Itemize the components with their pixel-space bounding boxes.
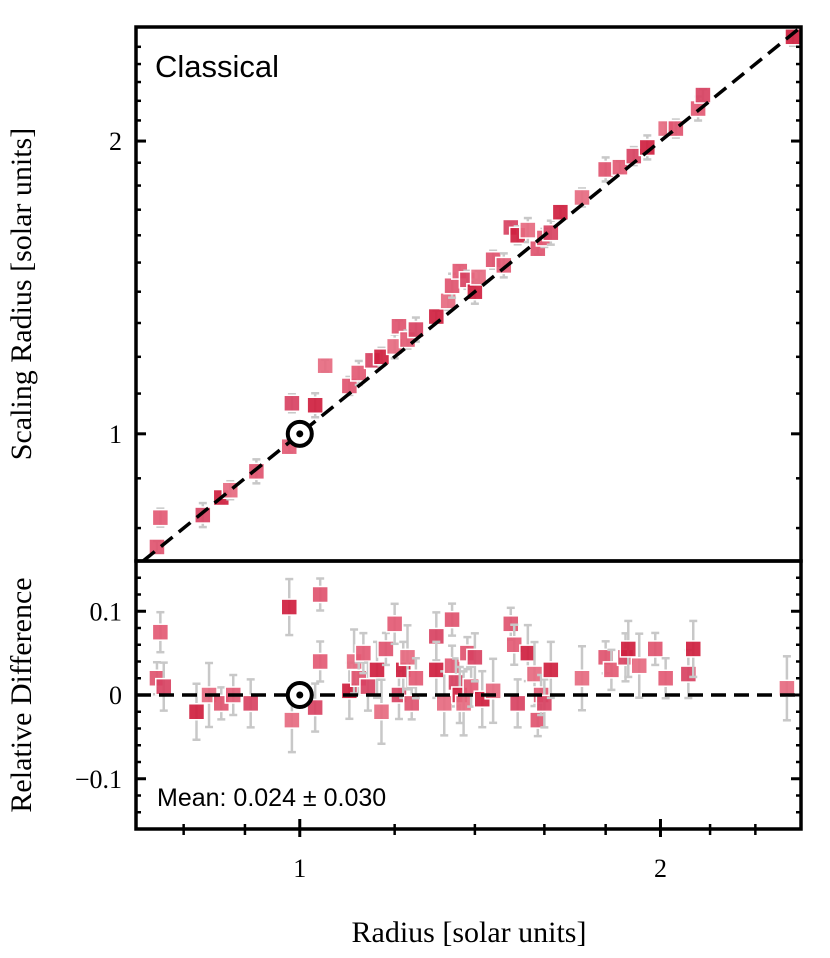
top-reference-line [141, 25, 803, 563]
top-point [316, 356, 334, 375]
bottom-point [372, 678, 391, 745]
bottom-point [778, 655, 796, 722]
top-point [349, 359, 368, 387]
bottom-points [148, 577, 796, 754]
top-point [390, 317, 408, 336]
bottom-point [241, 678, 260, 729]
top-point [306, 391, 324, 419]
bottom-point [508, 678, 527, 729]
bottom-point [466, 632, 484, 683]
x-axis-label: Radius [solar units] [352, 916, 587, 949]
bottom-point [407, 657, 425, 700]
bottom-point [354, 631, 373, 675]
bottom-point [619, 619, 638, 679]
top-point [551, 203, 570, 221]
bottom-point [602, 648, 621, 692]
bottom-point [306, 682, 324, 733]
top-yticks: 12 [109, 127, 801, 449]
top-point [283, 393, 301, 414]
bottom-point [187, 682, 206, 741]
bottom-x-minor-ticks [182, 824, 757, 835]
top-points [148, 26, 802, 556]
bottom-point [443, 602, 461, 637]
bottom-point [377, 631, 395, 667]
bottom-point [535, 678, 554, 729]
bottom-ylabel: Relative Difference [5, 577, 38, 812]
bottom-point [427, 640, 446, 700]
bottom-point [573, 645, 591, 712]
xtick-label: 2 [654, 854, 667, 883]
bottom-point [630, 632, 648, 699]
top-point [340, 375, 359, 397]
top-sun-marker [285, 419, 314, 448]
bottom-point [542, 640, 560, 700]
top-point [519, 216, 537, 244]
bottom-point [646, 631, 665, 667]
top-point [611, 158, 629, 176]
bottom-point [385, 602, 404, 646]
bottom-point [368, 640, 386, 700]
bottom-sun-marker [285, 681, 314, 709]
bottom-point [311, 640, 329, 683]
bottom-point [151, 610, 170, 654]
bottom-annotation: Mean: 0.024 ± 0.030 [157, 784, 386, 812]
top-point [638, 134, 657, 161]
bottom-ytick-label: −0.1 [75, 765, 122, 794]
top-ytick-label: 1 [109, 420, 122, 449]
top-point [469, 268, 488, 286]
bottom-point [311, 577, 329, 612]
bottom-point [484, 657, 502, 725]
top-point [151, 507, 170, 528]
bottom-point [656, 657, 675, 700]
top-ytick-label: 2 [109, 127, 122, 156]
bottom-point [684, 619, 703, 679]
top-panel: 12 Classical Scaling Radius [solar units… [5, 25, 803, 563]
bottom-yticks: 0.1 0 −0.1 [75, 597, 801, 794]
xtick-label: 1 [293, 854, 306, 883]
bottom-ytick-label: 0.1 [90, 597, 123, 626]
bottom-y-minor-ticks [136, 576, 801, 814]
top-point [694, 86, 712, 104]
top-annotation: Classical [155, 49, 279, 84]
top-point [385, 333, 404, 360]
bottom-point [280, 577, 299, 637]
top-point [372, 346, 391, 368]
top-y-minor-ticks [136, 45, 801, 530]
top-ylabel: Scaling Radius [solar units] [5, 128, 38, 460]
bottom-ytick-label: 0 [109, 681, 122, 710]
